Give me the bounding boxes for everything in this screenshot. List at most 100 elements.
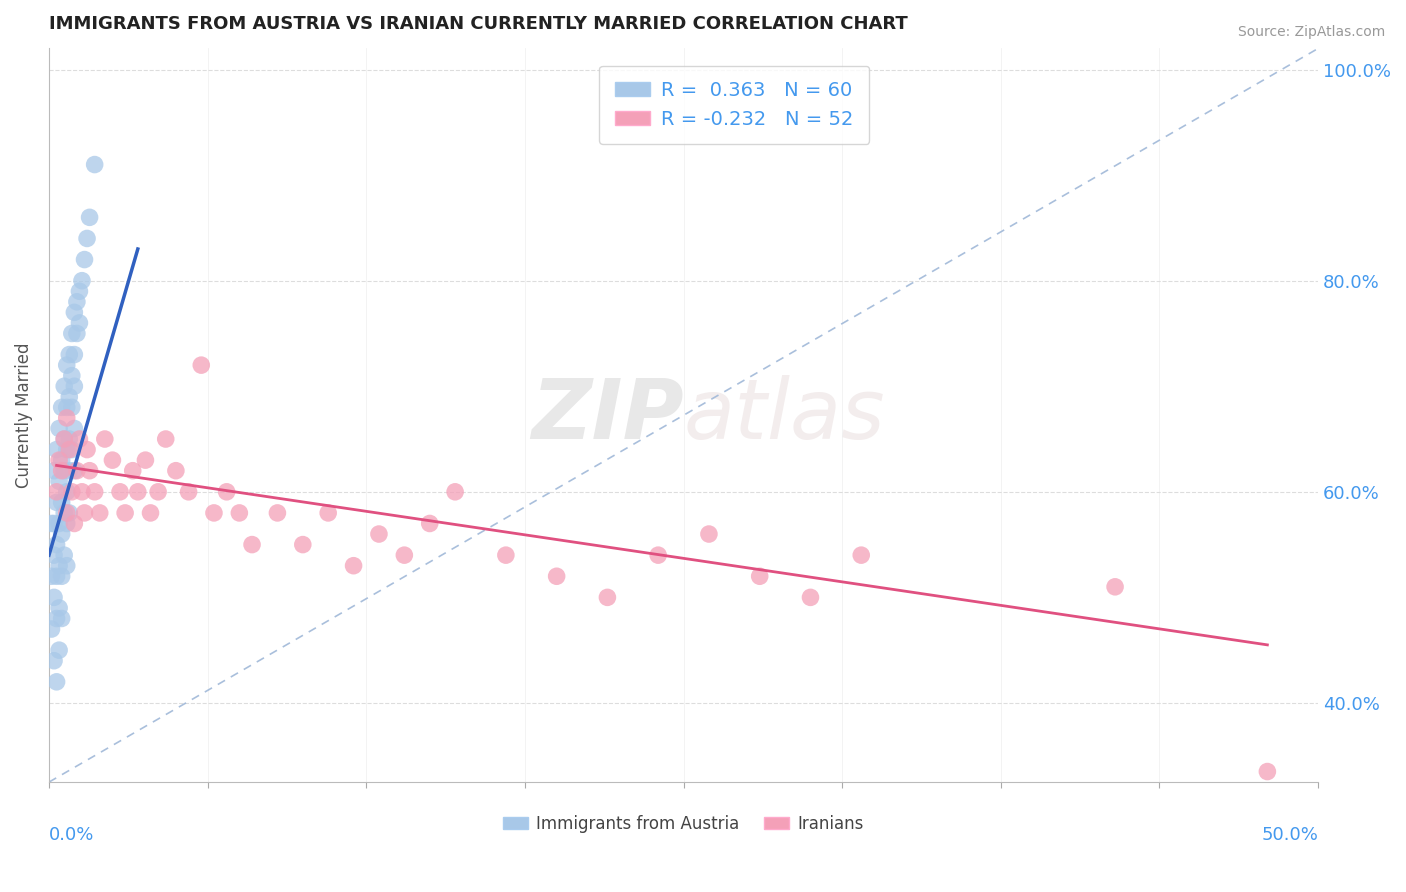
Point xyxy=(596,591,619,605)
Point xyxy=(48,475,70,489)
Text: 50.0%: 50.0% xyxy=(1261,826,1319,844)
Point xyxy=(83,484,105,499)
Point xyxy=(316,506,339,520)
Point xyxy=(48,421,70,435)
Point xyxy=(66,326,89,341)
Point xyxy=(42,548,65,562)
Point xyxy=(42,591,65,605)
Point xyxy=(228,506,250,520)
Point xyxy=(73,252,96,267)
Y-axis label: Currently Married: Currently Married xyxy=(15,343,32,488)
Point xyxy=(165,464,187,478)
Point xyxy=(73,506,96,520)
Point xyxy=(240,538,263,552)
Point xyxy=(79,464,101,478)
Point xyxy=(94,432,117,446)
Point xyxy=(42,654,65,668)
Point xyxy=(58,464,80,478)
Point xyxy=(51,495,73,509)
Point xyxy=(748,569,770,583)
Point xyxy=(45,442,67,457)
Text: 0.0%: 0.0% xyxy=(49,826,94,844)
Point xyxy=(89,506,111,520)
Point xyxy=(53,548,76,562)
Point xyxy=(42,464,65,478)
Point xyxy=(45,674,67,689)
Point xyxy=(48,601,70,615)
Point xyxy=(851,548,873,562)
Point xyxy=(67,432,90,446)
Point xyxy=(58,348,80,362)
Point xyxy=(799,591,821,605)
Point xyxy=(342,558,364,573)
Point xyxy=(55,411,77,425)
Point xyxy=(63,379,86,393)
Point xyxy=(60,326,83,341)
Point xyxy=(66,464,89,478)
Point xyxy=(266,506,288,520)
Point xyxy=(42,516,65,531)
Text: Source: ZipAtlas.com: Source: ZipAtlas.com xyxy=(1237,25,1385,39)
Text: ZIP: ZIP xyxy=(531,375,683,456)
Point xyxy=(41,569,63,583)
Point xyxy=(177,484,200,499)
Point xyxy=(139,506,162,520)
Point xyxy=(444,484,467,499)
Point xyxy=(55,442,77,457)
Point xyxy=(51,453,73,467)
Point xyxy=(202,506,225,520)
Point xyxy=(60,401,83,415)
Point xyxy=(58,506,80,520)
Point xyxy=(419,516,441,531)
Point xyxy=(121,464,143,478)
Point xyxy=(55,358,77,372)
Point xyxy=(495,548,517,562)
Point xyxy=(51,569,73,583)
Point xyxy=(48,453,70,467)
Point xyxy=(53,464,76,478)
Point xyxy=(127,484,149,499)
Point xyxy=(70,274,93,288)
Point xyxy=(45,495,67,509)
Point xyxy=(546,569,568,583)
Point xyxy=(697,527,720,541)
Point xyxy=(63,464,86,478)
Point xyxy=(53,379,76,393)
Point xyxy=(60,368,83,383)
Point xyxy=(108,484,131,499)
Point xyxy=(146,484,169,499)
Point xyxy=(60,442,83,457)
Point xyxy=(79,211,101,225)
Point xyxy=(51,527,73,541)
Point xyxy=(215,484,238,499)
Point xyxy=(394,548,416,562)
Point xyxy=(155,432,177,446)
Point xyxy=(51,611,73,625)
Point xyxy=(41,622,63,636)
Point xyxy=(45,569,67,583)
Point xyxy=(55,484,77,499)
Point xyxy=(63,305,86,319)
Point xyxy=(60,484,83,499)
Point xyxy=(55,506,77,520)
Point xyxy=(66,294,89,309)
Point xyxy=(55,516,77,531)
Point xyxy=(291,538,314,552)
Point xyxy=(101,453,124,467)
Point xyxy=(48,558,70,573)
Point xyxy=(67,285,90,299)
Point xyxy=(53,432,76,446)
Point xyxy=(63,516,86,531)
Point xyxy=(55,401,77,415)
Point xyxy=(45,538,67,552)
Text: IMMIGRANTS FROM AUSTRIA VS IRANIAN CURRENTLY MARRIED CORRELATION CHART: IMMIGRANTS FROM AUSTRIA VS IRANIAN CURRE… xyxy=(49,15,908,33)
Point xyxy=(76,231,98,245)
Point xyxy=(53,432,76,446)
Point xyxy=(76,442,98,457)
Point xyxy=(41,516,63,531)
Text: atlas: atlas xyxy=(683,375,886,456)
Point xyxy=(368,527,391,541)
Point xyxy=(83,157,105,171)
Point xyxy=(63,421,86,435)
Point xyxy=(190,358,212,372)
